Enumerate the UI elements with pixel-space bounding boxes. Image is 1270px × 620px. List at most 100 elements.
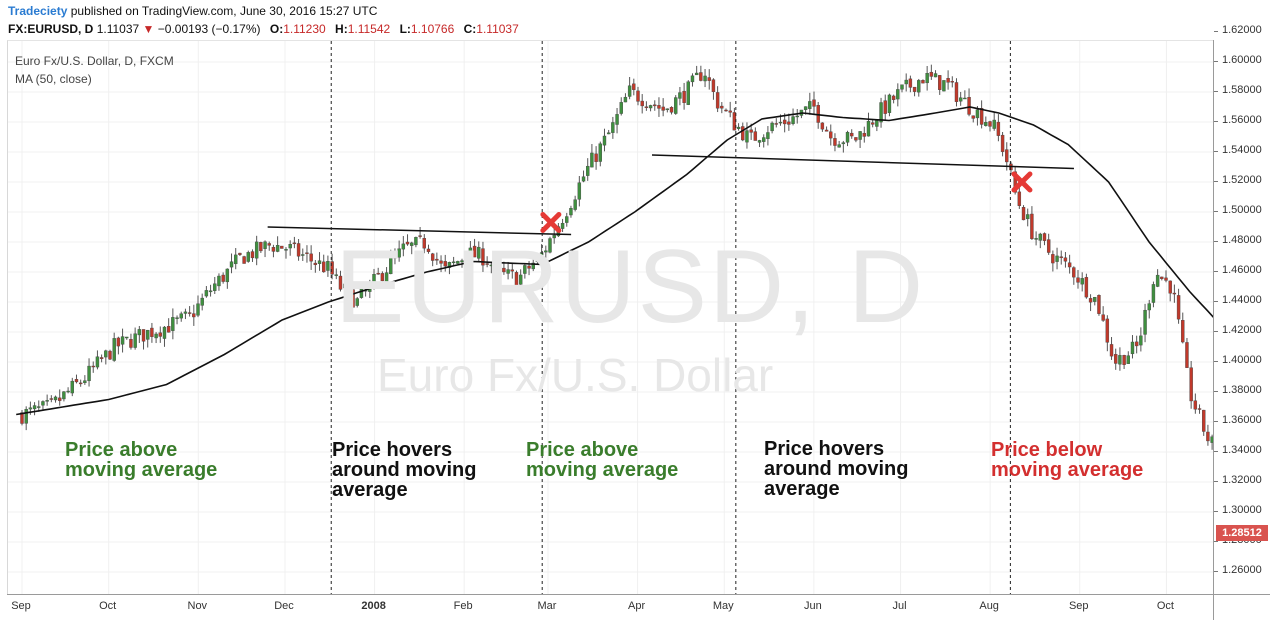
candle-body xyxy=(724,109,728,112)
candle-body xyxy=(707,77,711,81)
candle-body xyxy=(1051,254,1055,264)
candle-body xyxy=(1042,233,1047,241)
candle-body xyxy=(745,130,749,143)
candle-body xyxy=(682,90,686,103)
candle-body xyxy=(753,131,758,141)
chart-plot-area[interactable] xyxy=(7,40,1214,595)
candle-body xyxy=(1160,276,1164,279)
candle-body xyxy=(196,303,200,316)
candle-body xyxy=(636,90,640,102)
neckline xyxy=(651,154,1074,170)
candle-body xyxy=(1105,318,1110,343)
price-tick-mark xyxy=(1214,61,1218,62)
candle-body xyxy=(606,132,611,135)
candle-body xyxy=(133,333,137,348)
candle-body xyxy=(418,235,422,237)
candle-body xyxy=(83,380,87,384)
candle-body xyxy=(594,153,598,162)
price-tick-mark xyxy=(1214,391,1218,392)
candle-body xyxy=(1067,262,1072,268)
candle-body xyxy=(74,379,79,383)
publisher-link[interactable]: Tradeciety xyxy=(8,4,68,18)
price-tick-mark xyxy=(1214,91,1218,92)
candle-body xyxy=(502,267,506,273)
candle-body xyxy=(305,252,309,254)
time-tick-label: Nov xyxy=(187,600,208,612)
candle-body xyxy=(58,397,62,401)
candle-body xyxy=(66,390,70,393)
price-tick-mark xyxy=(1214,271,1218,272)
price-axis[interactable]: 1.260001.280001.300001.320001.340001.360… xyxy=(1213,24,1270,594)
candle-body xyxy=(1038,233,1042,241)
candle-body xyxy=(791,116,795,124)
candle-body xyxy=(447,262,452,268)
price-tick-mark xyxy=(1214,361,1218,362)
candle-body xyxy=(1055,255,1059,262)
time-tick-label: Jul xyxy=(892,600,907,612)
candle-body xyxy=(87,365,91,382)
candle-body xyxy=(359,288,364,298)
candle-body xyxy=(1172,292,1177,295)
down-arrow-icon: ▼ xyxy=(142,22,155,36)
candle-body xyxy=(1147,303,1151,311)
candle-body xyxy=(422,238,426,249)
candle-body xyxy=(544,250,548,253)
candle-body xyxy=(1189,367,1193,402)
candle-body xyxy=(384,272,389,283)
candle-body xyxy=(217,275,221,287)
price-tick-mark xyxy=(1214,421,1218,422)
candle-body xyxy=(774,123,778,125)
candle-body xyxy=(963,97,967,100)
candle-body xyxy=(782,119,787,125)
candle-body xyxy=(627,85,632,97)
candle-body xyxy=(938,75,942,90)
time-tick-label: Oct xyxy=(1156,600,1174,612)
time-axis[interactable]: Sep Oct Nov Dec 2008 Feb Mar Apr May Jun Jul Aug Sep… xyxy=(7,594,1213,620)
candle-body xyxy=(393,255,397,259)
watermark-name: Euro Fx/U.S. Dollar xyxy=(377,349,774,401)
candle-body xyxy=(560,223,565,229)
candle-body xyxy=(125,336,129,339)
candle-body xyxy=(925,73,929,84)
candle-body xyxy=(372,274,376,283)
candle-body xyxy=(53,396,58,401)
price-tick-mark xyxy=(1214,331,1218,332)
candle-body xyxy=(1118,355,1122,365)
candle-body xyxy=(535,255,540,262)
candle-body xyxy=(837,144,841,148)
candle-body xyxy=(632,83,636,90)
breakout-cross-icon xyxy=(1011,171,1033,193)
legend-indicator[interactable]: MA (50, close) xyxy=(15,72,92,86)
candle-body xyxy=(908,78,913,88)
time-tick-label: Mar xyxy=(537,600,557,612)
price-tick-label: 1.58000 xyxy=(1222,84,1262,96)
candle-body xyxy=(112,338,116,361)
price-tick-label: 1.62000 xyxy=(1222,24,1262,36)
candle-body xyxy=(665,108,670,111)
candle-body xyxy=(820,122,825,130)
price-tick-label: 1.34000 xyxy=(1222,444,1262,456)
candle-body xyxy=(858,131,862,140)
candle-body xyxy=(120,336,125,345)
candle-body xyxy=(322,261,326,273)
candle-body xyxy=(569,208,573,216)
candle-body xyxy=(292,242,297,245)
publish-line: Tradeciety published on TradingView.com,… xyxy=(8,4,377,18)
candle-body xyxy=(1197,408,1202,410)
legend-instrument[interactable]: Euro Fx/U.S. Dollar, D, FXCM xyxy=(15,54,174,68)
candle-body xyxy=(284,249,288,251)
candle-body xyxy=(28,407,33,410)
candle-body xyxy=(657,105,661,109)
candle-body xyxy=(770,122,774,132)
candle-body xyxy=(175,317,179,319)
candle-body xyxy=(104,350,108,358)
candle-body xyxy=(1101,314,1105,321)
candle-body xyxy=(523,265,527,274)
candle-body xyxy=(485,263,489,265)
candle-body xyxy=(150,327,154,337)
candle-body xyxy=(355,298,359,306)
candle-body xyxy=(137,329,142,336)
price-tick-label: 1.46000 xyxy=(1222,264,1262,276)
candle-body xyxy=(577,182,582,200)
candle-body xyxy=(401,243,406,250)
